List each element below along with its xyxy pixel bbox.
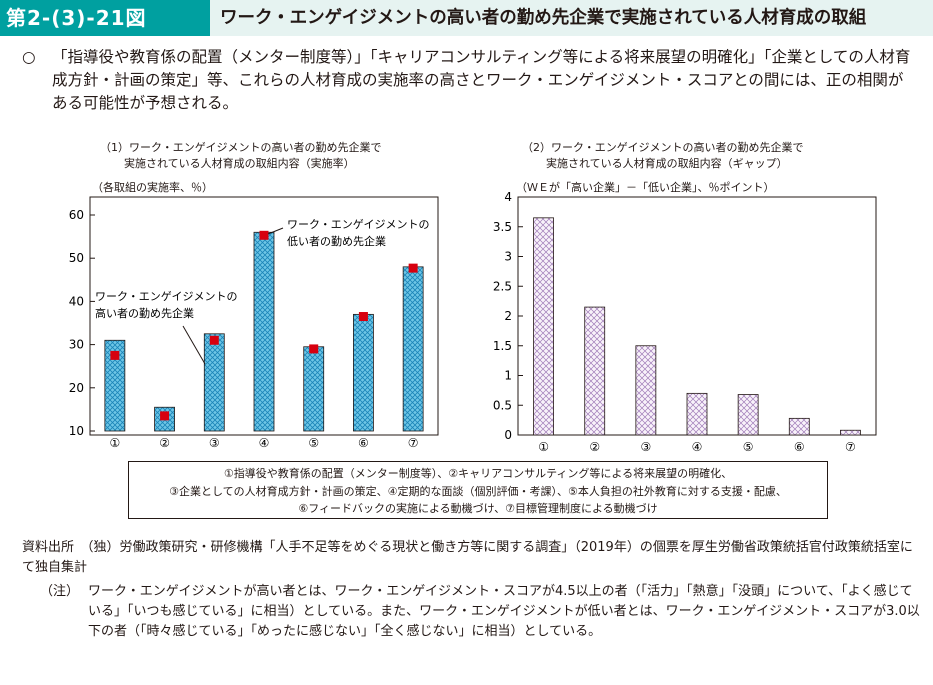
chart1-title-line2: 実施されている人材育成の取組内容（実施率） [124,157,355,170]
chart1-bar [402,266,424,432]
charts-canvas: 10 20 30 40 50 60 ① ② ③ ④ ⑤ ⑥ ⑦ 0 0.5 1 1.5 2 2.5 3 3.5 4 ① ② ③… [69,190,877,454]
legend-line1: ①指導役や教育係の配置（メンター制度等）、②キャリアコンサルティング等による将来… [223,467,733,480]
chart1-low-marker [309,344,319,354]
chart2-xtick-label: ⑥ [794,440,805,454]
low-annotation-leader [267,227,284,235]
note-text: ワーク・エンゲイジメントが高い者とは、ワーク・エンゲイジメント・スコアが4.5以… [88,584,920,639]
chart1-xtick-label: ⑤ [308,436,319,450]
chart1-low-marker [358,312,368,322]
chart2-ylabel: （ＷＥが「高い企業」－「低い企業」、％ポイント） [516,181,775,194]
chart1-xtick-label: ① [109,436,120,450]
chart1-title-line1: （1）ワーク・エンゲイジメントの高い者の勤め先企業で [100,141,382,154]
figure-header: 第2-(3)-21図 ワーク・エンゲイジメントの高い者の勤め先企業で実施されてい… [0,0,933,36]
chart1-low-marker [110,350,120,360]
chart1-ytick-label: 50 [69,251,84,265]
chart1-frame [89,196,439,436]
high-annotation-line2: 高い者の勤め先企業 [95,306,194,320]
chart2-bar [788,417,810,436]
chart1-bar [203,333,225,432]
legend-line2: ③企業としての人材育成方針・計画の策定、④定期的な面談（個別評価・考課）、⑤本人… [169,484,787,498]
chart2-ytick-label: 1.5 [493,339,512,353]
chart1-ylabel: （各取組の実施率、％） [92,181,213,194]
chart2-bar [737,394,759,436]
figure-title: ワーク・エンゲイジメントの高い者の勤め先企業で実施されている人材育成の取組 [210,0,933,36]
chart2-bar [584,306,606,436]
chart2-xtick-label: ⑦ [845,440,856,454]
chart2-xtick-label: ③ [640,440,651,454]
chart2-bar [686,392,708,436]
chart1-low-marker [259,230,269,240]
chart1-xtick-label: ⑦ [408,436,419,450]
low-annotation-line2: 低い者の勤め先企業 [287,234,386,248]
chart1-ytick-label: 10 [69,424,84,438]
chart2-bar [840,429,861,436]
note-label: （注） [40,584,80,599]
chart1-bar [253,231,275,432]
chart2-bar [635,345,657,436]
chart2-ytick-label: 2 [504,309,512,323]
chart2-xtick-label: ④ [692,440,703,454]
figure-number: 第2-(3)-21図 [0,0,210,36]
chart2-title-line2: 実施されている人材育成の取組内容（ギャップ） [546,157,788,170]
chart1-title: （1）ワーク・エンゲイジメントの高い者の勤め先企業で 実施されている人材育成の取… [100,140,382,172]
chart2-ytick-label: 4 [504,190,512,204]
chart1-ytick-label: 60 [69,208,84,222]
chart2-xtick-label: ① [538,440,549,454]
summary-text: 「指導役や教育係の配置（メンター制度等）」「キャリアコンサルティング等による将来… [52,48,911,112]
chart1-bar [303,346,325,432]
category-legend: ①指導役や教育係の配置（メンター制度等）、②キャリアコンサルティング等による将来… [128,461,828,519]
chart2-ytick-label: 1 [504,369,512,383]
high-annotation-leader [182,325,206,365]
chart1-ytick-label: 30 [69,338,84,352]
chart1-low-marker [160,411,170,421]
chart1-xtick-label: ④ [259,436,270,450]
chart2-ytick-label: 0.5 [493,398,512,412]
chart2-bar [533,217,554,436]
chart2-xtick-label: ⑤ [743,440,754,454]
summary-bullet: ○ [22,48,36,66]
chart2-ytick-label: 3.5 [493,220,512,234]
chart1-low-marker [209,335,219,345]
legend-line3: ⑥フィードバックの実施による動機づけ、⑦目標管理制度による動機づけ [298,502,658,515]
chart2-ytick-label: 2.5 [493,279,512,293]
source-text: 資料出所 （独）労働政策研究・研修機構「人手不足等をめぐる現状と働き方等に関する… [22,540,913,575]
chart1-ytick-label: 20 [69,381,84,395]
low-annotation-line1: ワーク・エンゲイジメントの [287,218,430,231]
chart2-xtick-label: ② [589,440,600,454]
chart1-bar [353,313,374,432]
chart1-bar [104,339,126,432]
chart2-title: （2）ワーク・エンゲイジメントの高い者の勤め先企業で 実施されている人材育成の取… [522,140,804,172]
chart1-ytick-label: 40 [69,294,84,308]
chart1-xtick-label: ② [159,436,170,450]
chart2-ytick-label: 0 [504,428,512,442]
high-annotation-line1: ワーク・エンゲイジメントの [95,290,238,303]
chart1-low-marker [408,263,418,273]
chart2-ytick-label: 3 [504,250,512,264]
chart1-xtick-label: ③ [209,436,220,450]
chart1-xtick-label: ⑥ [358,436,369,450]
chart2-title-line1: （2）ワーク・エンゲイジメントの高い者の勤め先企業で [522,141,804,154]
